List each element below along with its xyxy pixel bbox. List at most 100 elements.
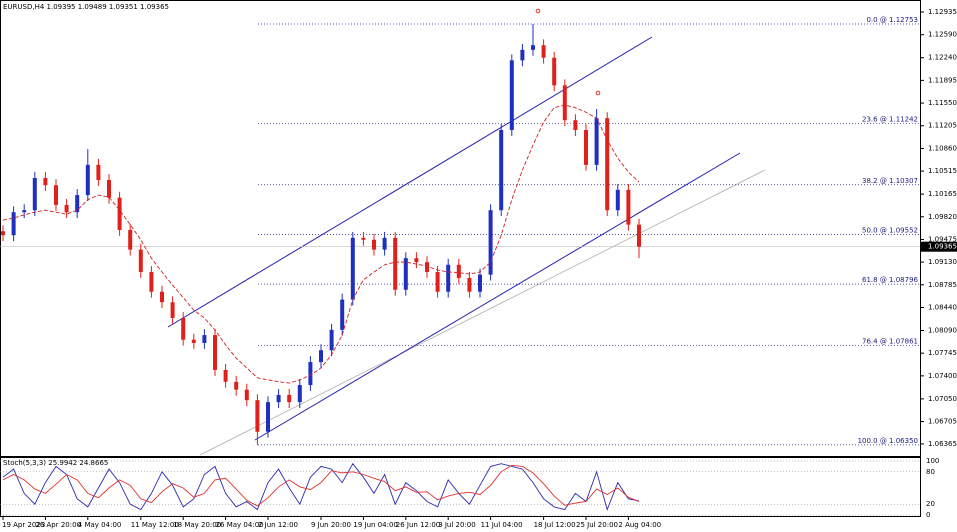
candle-body [382,237,387,250]
fib-label: 61.8 @ 1.08796 [862,276,919,284]
x-tick-label: 26 Jun 12:00 [396,521,440,529]
y-tick-label: 1.10860 [928,144,957,152]
candle-body [372,239,376,250]
candle-body [573,120,578,131]
candle-body [340,299,345,330]
y-tick-label: 1.06705 [928,418,957,426]
x-tick-label: 19 Apr 2023 [2,521,45,529]
x-tick-label: 4 May 04:00 [78,521,122,529]
indicator-panel-frame [0,457,921,517]
channel-upper [167,36,653,328]
fib-label: 23.6 @ 1.11242 [862,115,918,123]
candle-body [615,189,620,211]
candle-body [213,335,217,370]
candle-body [266,402,270,432]
candle-body [425,262,429,272]
fib-label: 76.4 @ 1.07861 [862,338,918,346]
candle-body [605,118,610,211]
candle-body [149,271,154,292]
x-tick-label: 18 May 20:00 [173,521,221,529]
candle-body [11,212,16,236]
x-tick-label: 26 May 04:00 [216,521,264,529]
candle-body [626,189,631,225]
candle-body [234,381,239,390]
fib-label: 50.0 @ 1.09552 [862,226,918,234]
x-tick-label: 2 Jun 12:00 [258,521,298,529]
candle-body [191,339,196,343]
candle-body [414,258,419,263]
candle-body [1,231,5,236]
indicator-tick-label: 80 [926,468,935,476]
x-tick-label: 11 May 12:00 [131,521,179,529]
candle-body [160,291,164,303]
candle-body [297,385,302,403]
y-tick-label: 1.12240 [928,54,957,62]
y-tick-label: 1.10165 [928,190,957,198]
y-tick-label: 1.09475 [928,235,957,243]
x-tick-label: 25 Jul 20:00 [576,521,618,529]
candle-body [128,229,133,250]
candle-body [75,195,80,213]
y-tick-label: 1.12590 [928,31,957,39]
trend-line [199,169,766,456]
candle-body [54,185,58,205]
candle-body [117,197,122,230]
fractal-marker [595,90,601,96]
y-tick-label: 1.11550 [928,99,957,107]
candle-body [562,85,567,121]
candle-body [552,57,557,86]
x-tick-label: 26 Apr 20:00 [35,521,81,529]
y-tick-label: 1.07050 [928,395,957,403]
candle-body [403,258,408,290]
candle-body [584,130,588,165]
indicator-title: Stoch(5,3,3) 25.9942 24.8665 [3,459,108,467]
y-tick-label: 1.09130 [928,258,957,266]
current-price-label: 1.09365 [928,243,957,251]
candle-body [223,369,228,382]
candle-body [637,224,641,247]
candle-body [170,302,175,319]
candle-body [361,237,366,240]
candle-body [456,264,461,278]
y-tick-label: 1.08090 [928,327,957,335]
x-tick-label: 18 Jul 12:00 [534,521,576,529]
y-tick-label: 1.06365 [928,440,957,448]
candle-body [509,60,514,131]
indicator-tick-label: 100 [926,457,939,465]
candle-body [287,394,292,403]
candle-body [329,329,334,351]
y-tick-label: 1.08785 [928,281,957,289]
candle-body [96,164,101,180]
y-tick-label: 1.11205 [928,122,957,130]
y-tick-label: 1.08440 [928,303,957,311]
candle-body [85,164,90,196]
candle-body [541,45,546,58]
candle-body [350,237,355,300]
candle-body [107,179,111,198]
current-price-box [921,241,957,252]
candle-body [22,210,27,213]
x-tick-label: 2 Aug 04:00 [618,521,661,529]
y-tick-label: 1.11895 [928,76,957,84]
candle-body [446,264,451,292]
y-tick-label: 1.12935 [928,8,957,16]
candle-body [244,389,249,401]
y-tick-label: 1.07745 [928,349,957,357]
candle-body [467,277,472,292]
candle-body [499,130,504,211]
fib-label: 100.0 @ 1.06350 [858,437,918,445]
candle-body [64,204,69,213]
candle-body [43,177,48,186]
fractal-marker [535,8,541,14]
candle-body [255,400,260,432]
candle-body [138,249,143,272]
candle-body [594,118,599,165]
candle-body [32,177,37,211]
y-tick-label: 1.09820 [928,213,957,221]
candle-body [531,45,535,50]
fib-label: 0.0 @ 1.12753 [866,16,918,24]
candle-body [435,271,440,292]
candle-body [520,49,525,61]
candle-body [319,350,323,363]
candle-body [181,318,186,340]
